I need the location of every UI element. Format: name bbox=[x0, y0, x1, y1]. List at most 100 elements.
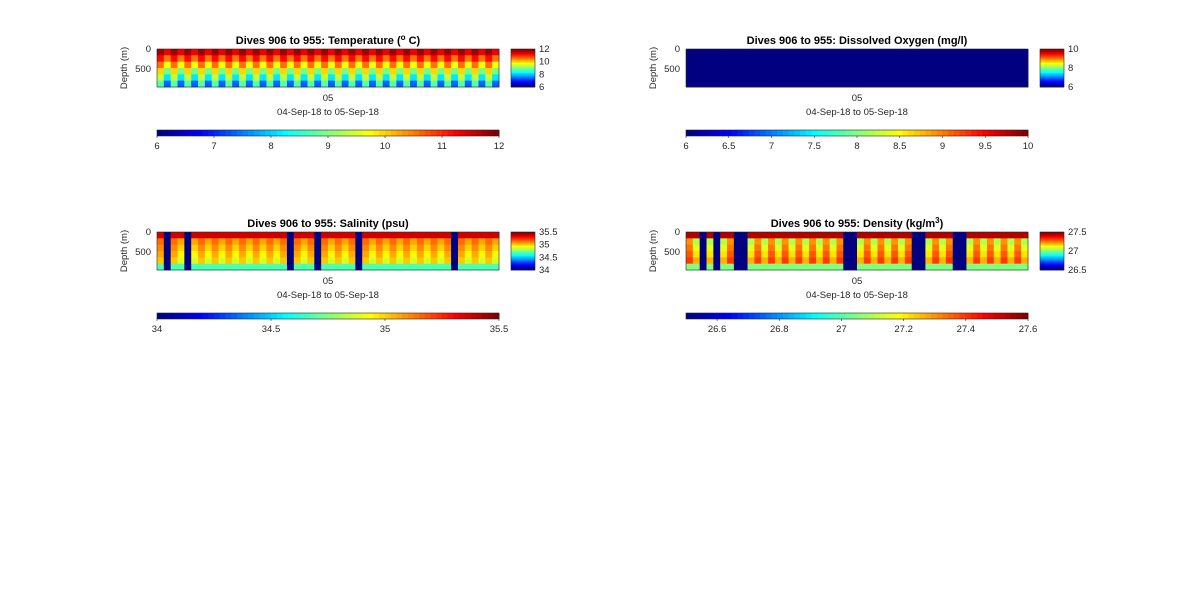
colorbar-segment bbox=[948, 130, 955, 136]
heatmap-cell bbox=[464, 55, 473, 63]
heatmap-cell bbox=[369, 251, 377, 258]
heatmap-cell bbox=[362, 238, 370, 246]
heatmap-cell bbox=[321, 61, 329, 69]
heatmap-cell bbox=[382, 68, 390, 75]
heatmap-cell bbox=[692, 257, 701, 265]
heatmap-cell bbox=[945, 61, 954, 69]
heatmap-cell bbox=[904, 49, 913, 56]
colorbar-segment bbox=[379, 313, 386, 319]
heatmap-cell bbox=[966, 251, 974, 258]
colorbar-segment bbox=[1040, 66, 1064, 69]
colorbar-segment bbox=[1040, 51, 1064, 54]
heatmap-cell bbox=[369, 244, 377, 252]
colorbar-segment bbox=[356, 313, 363, 319]
heatmap-cell bbox=[836, 244, 844, 252]
heatmap-cell bbox=[699, 61, 707, 69]
colorbar-segment bbox=[259, 313, 266, 319]
heatmap-cell bbox=[198, 61, 206, 69]
heatmap-cell bbox=[198, 68, 206, 75]
colorbar-segment bbox=[196, 313, 203, 319]
heatmap-cell bbox=[348, 257, 356, 265]
heatmap-cell bbox=[952, 244, 960, 252]
colorbar-segment bbox=[760, 313, 767, 319]
heatmap-cell bbox=[423, 74, 431, 82]
colorbar-segment bbox=[511, 65, 535, 68]
heatmap-cell bbox=[788, 244, 796, 252]
colorbar-segment bbox=[511, 239, 535, 242]
colorbar-segment bbox=[511, 253, 535, 256]
heatmap-cell bbox=[348, 55, 356, 63]
heatmap-cell bbox=[403, 74, 411, 82]
heatmap-cell bbox=[884, 49, 892, 56]
colorbar-segment bbox=[162, 313, 169, 319]
heatmap-cell bbox=[204, 238, 213, 246]
colorbar-segment bbox=[511, 232, 535, 234]
heatmap-cell bbox=[870, 80, 878, 88]
heatmap-cell bbox=[945, 80, 954, 88]
heatmap-cell bbox=[877, 251, 885, 258]
colorbar-segment bbox=[402, 313, 409, 319]
heatmap-cell bbox=[959, 232, 967, 239]
heatmap-cell bbox=[232, 263, 240, 271]
heatmap-cell bbox=[781, 68, 789, 75]
heatmap-cell bbox=[761, 238, 769, 246]
heatmap-cell bbox=[925, 80, 933, 88]
heatmap-cell bbox=[836, 74, 844, 82]
heatmap-cell bbox=[747, 55, 755, 63]
heatmap-cell bbox=[286, 251, 295, 258]
heatmap-cell bbox=[218, 61, 226, 69]
heatmap-cell bbox=[184, 232, 192, 239]
heatmap-cell bbox=[348, 80, 356, 88]
heatmap-cell bbox=[829, 61, 837, 69]
heatmap-cell bbox=[457, 257, 466, 265]
colorbar-segment bbox=[1040, 239, 1064, 242]
colorbar-segment bbox=[822, 313, 829, 319]
heatmap-cell bbox=[198, 263, 206, 271]
colorbar-segment bbox=[390, 313, 397, 319]
heatmap-cell bbox=[451, 251, 459, 258]
heatmap-cell bbox=[204, 74, 213, 82]
heatmap-cell bbox=[1014, 238, 1022, 246]
heatmap-cell bbox=[382, 74, 390, 82]
heatmap-cell bbox=[403, 238, 411, 246]
colorbar-segment bbox=[511, 57, 535, 60]
colorbar-segment bbox=[328, 130, 335, 136]
heatmap-cell bbox=[232, 55, 240, 63]
colorbar-segment bbox=[447, 130, 454, 136]
heatmap-cell bbox=[898, 49, 906, 56]
heatmap-cell bbox=[286, 263, 295, 271]
heatmap-cell bbox=[959, 244, 967, 252]
colorbar-segment bbox=[424, 313, 431, 319]
chart-title: Dives 906 to 955: Salinity (psu) bbox=[247, 218, 409, 230]
heatmap-cell bbox=[898, 238, 906, 246]
heatmap-cell bbox=[829, 68, 837, 75]
x-tick-label: 05 bbox=[852, 276, 863, 287]
heatmap-cell bbox=[478, 244, 486, 252]
heatmap-cell bbox=[686, 251, 694, 258]
heatmap-cell bbox=[713, 74, 721, 82]
heatmap-cell bbox=[993, 251, 1002, 258]
heatmap-cell bbox=[911, 238, 919, 246]
heatmap-cell bbox=[809, 238, 817, 246]
heatmap-cell bbox=[259, 74, 267, 82]
heatmap-cell bbox=[321, 238, 329, 246]
heatmap-cell bbox=[870, 55, 878, 63]
colorbar-segment bbox=[857, 130, 864, 136]
colorbar-segment bbox=[874, 130, 881, 136]
heatmap-cell bbox=[403, 263, 411, 271]
heatmap-cell bbox=[980, 68, 988, 75]
heatmap-cell bbox=[191, 238, 199, 246]
heatmap-cell bbox=[768, 55, 776, 63]
heatmap-cell bbox=[904, 68, 913, 75]
heatmap-cell bbox=[727, 68, 735, 75]
heatmap-cell bbox=[713, 49, 721, 56]
heatmap-cell bbox=[163, 238, 172, 246]
colorbar-segment bbox=[1022, 130, 1029, 136]
heatmap-cell bbox=[259, 49, 267, 56]
heatmap-cell bbox=[993, 263, 1002, 271]
heatmap-cell bbox=[884, 61, 892, 69]
heatmap-cell bbox=[747, 251, 755, 258]
heatmap-cell bbox=[286, 74, 295, 82]
heatmap-cell bbox=[177, 257, 185, 265]
heatmap-cell bbox=[369, 232, 377, 239]
